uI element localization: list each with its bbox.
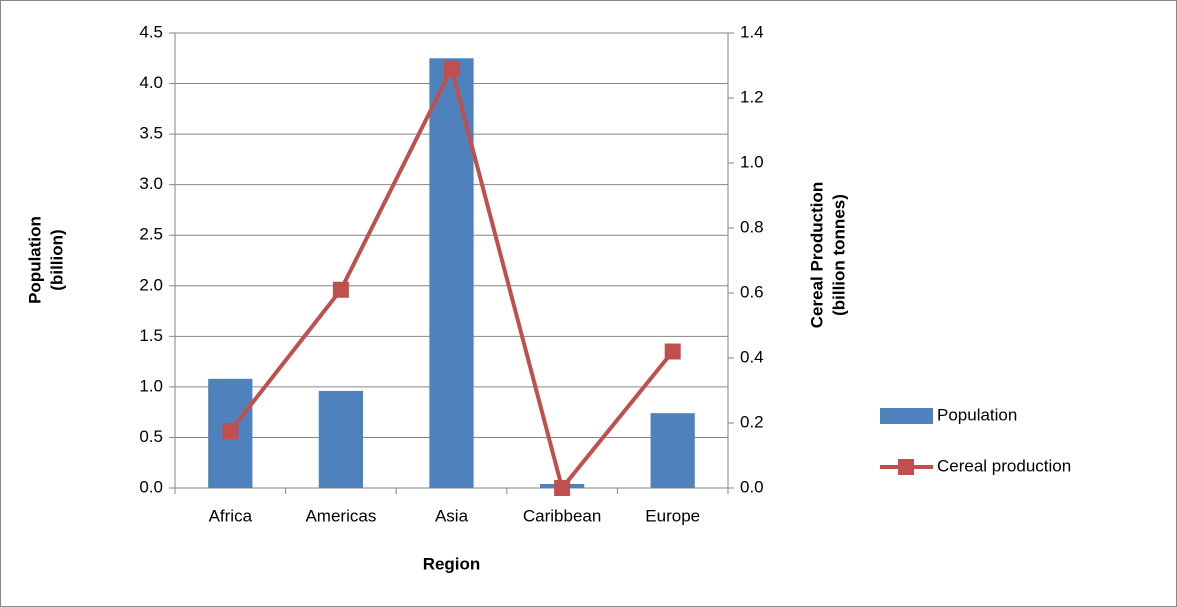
x-tick-label: Africa: [209, 506, 253, 525]
y-axis-title: Population: [25, 216, 44, 304]
y2-tick-label: 0.8: [740, 217, 764, 236]
y2-tick-label: 0.6: [740, 282, 764, 301]
marker: [664, 343, 681, 360]
y-tick-label: 3.5: [139, 124, 163, 143]
legend-swatch: [880, 408, 933, 424]
y2-axis-title: Cereal Production: [807, 182, 826, 328]
marker: [554, 480, 571, 496]
y-tick-label: 2.0: [139, 275, 163, 294]
y2-tick-label: 1.0: [740, 152, 764, 171]
y2-tick-label: 0.2: [740, 412, 764, 431]
x-axis-title: Region: [423, 554, 481, 573]
legend-label: Population: [937, 405, 1017, 424]
bar: [318, 390, 364, 488]
x-tick-label: Asia: [435, 506, 469, 525]
y-tick-label: 2.5: [139, 225, 163, 244]
y-tick-label: 0.0: [139, 477, 163, 496]
legend-label: Cereal production: [937, 456, 1071, 475]
legend-marker: [898, 459, 914, 475]
y-tick-label: 4.5: [139, 22, 163, 41]
y2-tick-label: 1.4: [740, 22, 764, 41]
y2-axis-title: (billion tonnes): [829, 194, 848, 316]
marker: [332, 281, 349, 298]
y-axis-title: (billion): [47, 229, 66, 290]
y2-tick-label: 0.4: [740, 347, 764, 366]
y-tick-label: 1.5: [139, 326, 163, 345]
x-tick-label: Caribbean: [523, 506, 601, 525]
y-tick-label: 4.0: [139, 73, 163, 92]
bar: [650, 413, 695, 488]
y-tick-label: 1.0: [139, 376, 163, 395]
marker: [222, 423, 239, 440]
y-tick-label: 0.5: [139, 427, 163, 446]
marker: [443, 60, 460, 77]
x-tick-label: Americas: [305, 506, 376, 525]
y-tick-label: 3.0: [139, 174, 163, 193]
y2-tick-label: 1.2: [740, 87, 764, 106]
x-tick-label: Europe: [645, 506, 700, 525]
y2-tick-label: 0.0: [740, 477, 764, 496]
